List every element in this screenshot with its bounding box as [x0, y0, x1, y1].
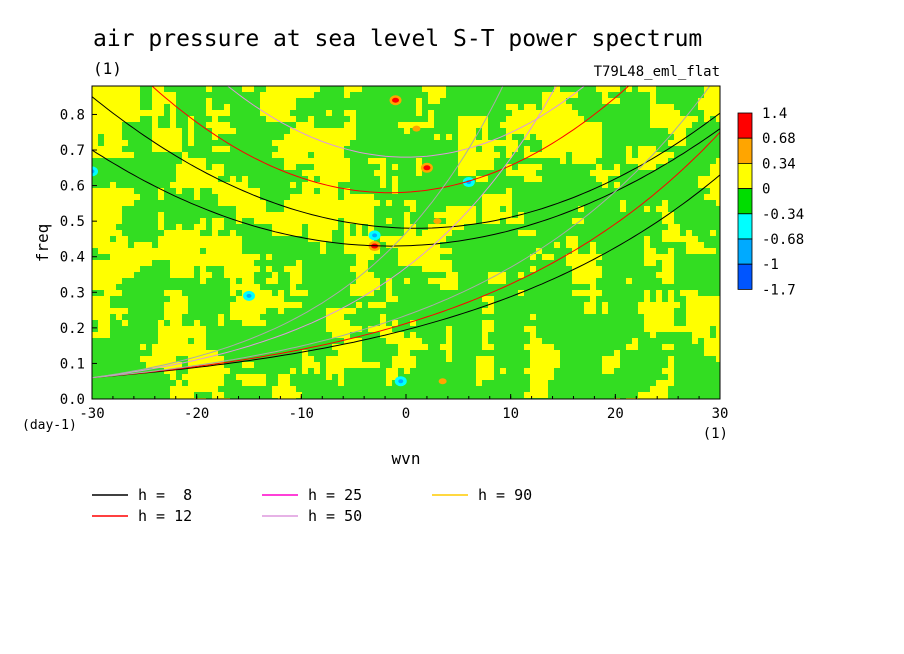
anomaly-core	[398, 379, 404, 384]
y-tick-label: 0.1	[60, 356, 85, 372]
curve-h8-kelvin	[92, 174, 720, 379]
legend-label: h = 8	[138, 486, 192, 504]
colorbar-swatch	[737, 112, 753, 139]
colorbar-label: 0	[762, 182, 770, 198]
colorbar-label: 0.68	[762, 131, 796, 147]
legend-label: h = 50	[308, 507, 362, 525]
legend-label: h = 90	[478, 486, 532, 504]
curve-h50-kelvin	[92, 86, 557, 379]
curve-h90-kelvin	[92, 86, 504, 379]
y-tick-label: 0.2	[60, 321, 85, 337]
x-tick-label: 20	[607, 406, 624, 422]
y-tick-label: 0.3	[60, 285, 85, 301]
colorbar-label: -1	[762, 257, 779, 273]
anomaly-spot	[92, 166, 98, 177]
y-tick-label: 0.4	[60, 250, 85, 266]
colorbar-swatch	[737, 238, 753, 265]
anomaly-core	[246, 293, 252, 298]
anomaly-spot	[438, 378, 447, 385]
curve-h12-kelvin	[92, 131, 720, 379]
x-tick-label: -20	[184, 406, 209, 422]
y-axis-unit: (day-1)	[22, 418, 77, 433]
y-axis-label: freq	[33, 224, 52, 263]
anomaly-core	[92, 169, 95, 174]
chart-subtitle: (1)	[93, 59, 122, 78]
negative-anomaly-region	[92, 86, 720, 399]
chart-title: air pressure at sea level S-T power spec…	[93, 26, 702, 52]
x-tick-label: 10	[502, 406, 519, 422]
y-axis: 0.0 0.1 0.2 0.3 0.4 0.5 0.6 0.7 0.8	[60, 107, 97, 408]
y-tick-label: 0.7	[60, 143, 85, 159]
x-tick-label: 0	[402, 406, 410, 422]
y-tick-label: 0.5	[60, 214, 85, 230]
y-tick-label: 0.0	[60, 392, 85, 408]
anomaly-spot	[423, 165, 431, 171]
anomaly-spot	[412, 125, 421, 132]
colorbar-swatch	[737, 188, 753, 215]
x-tick-label: 30	[712, 406, 729, 422]
plot-area	[92, 86, 720, 399]
colorbar-label: -0.68	[762, 232, 804, 248]
x-axis-label: wvn	[392, 449, 421, 468]
y-tick-label: 0.6	[60, 179, 85, 195]
colorbar-swatch	[737, 137, 753, 164]
colorbar-swatch	[737, 213, 753, 240]
anomaly-spot	[433, 218, 442, 225]
legend: h = 8 h = 12 h = 25 h = 50 h = 90	[92, 486, 532, 525]
x-tick-label: -10	[289, 406, 314, 422]
colorbar-label: 0.34	[762, 156, 796, 172]
legend-label: h = 25	[308, 486, 362, 504]
curve-h50-gravity	[226, 86, 586, 158]
colorbar-label: -1.7	[762, 282, 796, 298]
anomaly-core	[372, 233, 378, 238]
colorbar-label: -0.34	[762, 207, 804, 223]
colorbar-swatch	[737, 263, 753, 290]
curve-h8-gravity-2	[92, 96, 720, 229]
curve-h12-gravity	[151, 86, 630, 194]
legend-label: h = 12	[138, 507, 192, 525]
run-label: T79L48_eml_flat	[594, 64, 720, 80]
y-tick-label: 0.8	[60, 107, 85, 123]
dispersion-curves	[92, 86, 720, 379]
colorbar: 1.4 0.68 0.34 0 -0.34 -0.68 -1 -1.7	[737, 106, 804, 298]
colorbar-label: 1.4	[762, 106, 787, 122]
curve-h25-kelvin	[92, 86, 711, 379]
x-axis-unit: (1)	[703, 426, 728, 442]
x-tick-label: -30	[79, 406, 104, 422]
x-axis: -30 -20 -10 0 10 20 30	[79, 394, 728, 422]
colorbar-swatch	[737, 162, 753, 189]
anomaly-spot	[392, 97, 400, 103]
